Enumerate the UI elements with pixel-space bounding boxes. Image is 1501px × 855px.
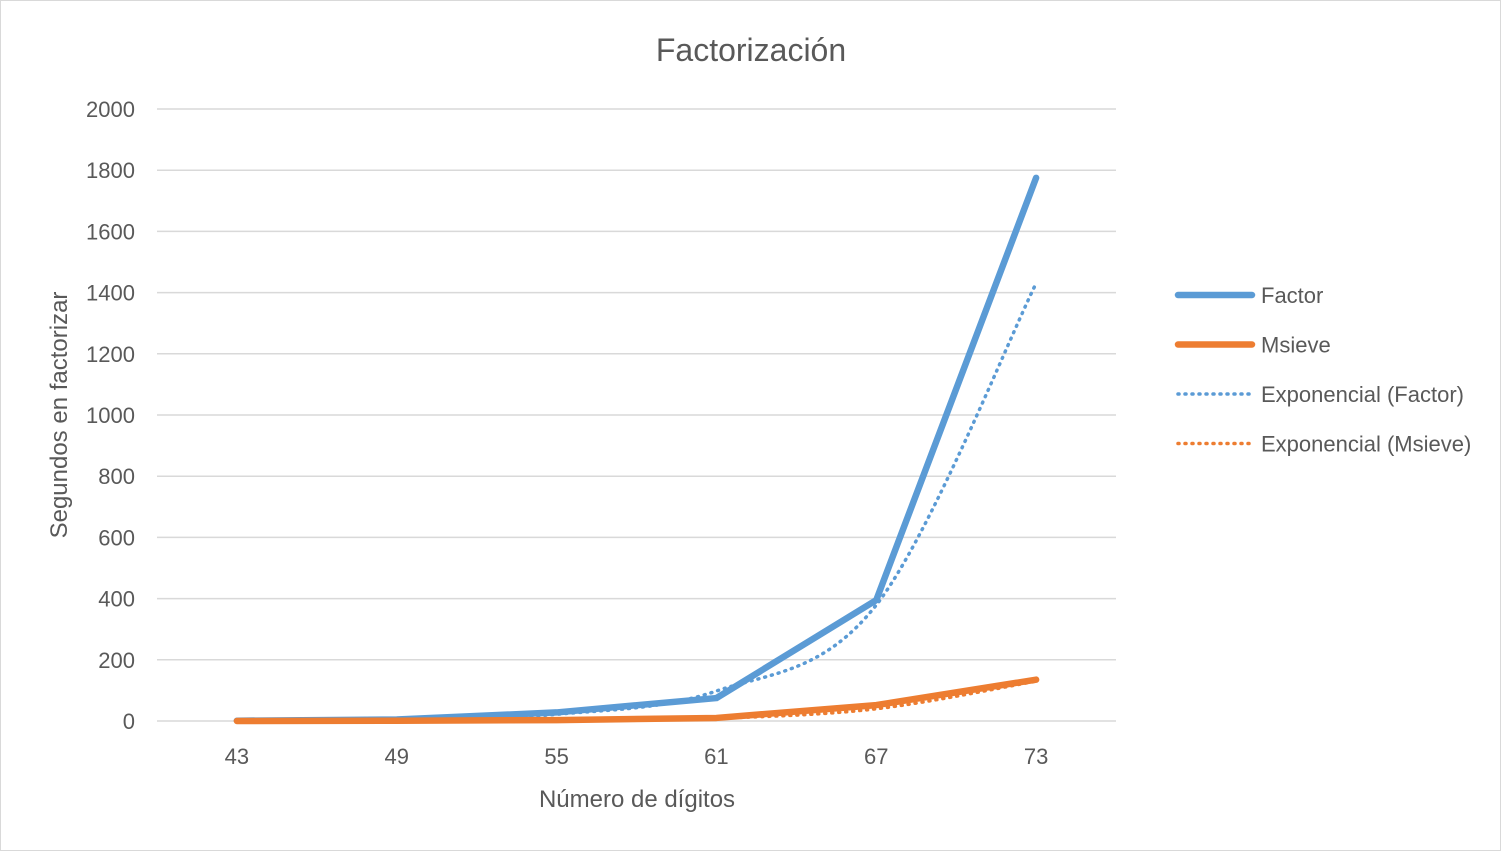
legend: Factor Msieve Exponencial (Factor) Exponenc… xyxy=(1178,283,1471,457)
x-tick-label: 67 xyxy=(864,744,888,769)
x-tick-label: 55 xyxy=(544,744,568,769)
x-tick-label: 49 xyxy=(385,744,409,769)
legend-item: Factor xyxy=(1178,283,1323,308)
legend-label: Factor xyxy=(1261,283,1323,308)
x-tick-label: 43 xyxy=(225,744,249,769)
gridlines xyxy=(157,109,1116,660)
x-axis-label: Número de dígitos xyxy=(539,786,735,813)
chart-title: Factorización xyxy=(656,32,846,68)
legend-item: Exponencial (Factor) xyxy=(1178,382,1464,407)
series-factor xyxy=(237,178,1036,721)
y-tick-label: 1800 xyxy=(86,158,135,183)
y-tick-label: 400 xyxy=(98,587,135,612)
series-layer xyxy=(237,178,1036,721)
x-tick-label: 73 xyxy=(1024,744,1048,769)
y-axis-label: Segundos en factorizar xyxy=(46,292,73,539)
legend-label: Exponencial (Msieve) xyxy=(1261,432,1471,457)
x-axis-ticks: 43 49 55 61 67 73 xyxy=(225,744,1049,769)
legend-item: Exponencial (Msieve) xyxy=(1178,432,1471,457)
y-tick-label: 200 xyxy=(98,648,135,673)
y-tick-label: 1600 xyxy=(86,219,135,244)
y-tick-label: 1000 xyxy=(86,403,135,428)
series-line xyxy=(237,178,1036,721)
y-tick-label: 1400 xyxy=(86,281,135,306)
y-tick-label: 600 xyxy=(98,525,135,550)
y-tick-label: 0 xyxy=(123,709,135,734)
series-msieve xyxy=(237,680,1036,721)
series-line xyxy=(237,680,1036,721)
y-tick-label: 800 xyxy=(98,464,135,489)
legend-label: Exponencial (Factor) xyxy=(1261,382,1464,407)
y-tick-label: 1200 xyxy=(86,342,135,367)
legend-label: Msieve xyxy=(1261,333,1331,358)
legend-item: Msieve xyxy=(1178,333,1331,358)
y-tick-label: 2000 xyxy=(86,97,135,122)
x-tick-label: 61 xyxy=(704,744,728,769)
y-axis-ticks: 0 200 400 600 800 1000 1200 1400 1600 1800 2000 xyxy=(86,97,135,734)
